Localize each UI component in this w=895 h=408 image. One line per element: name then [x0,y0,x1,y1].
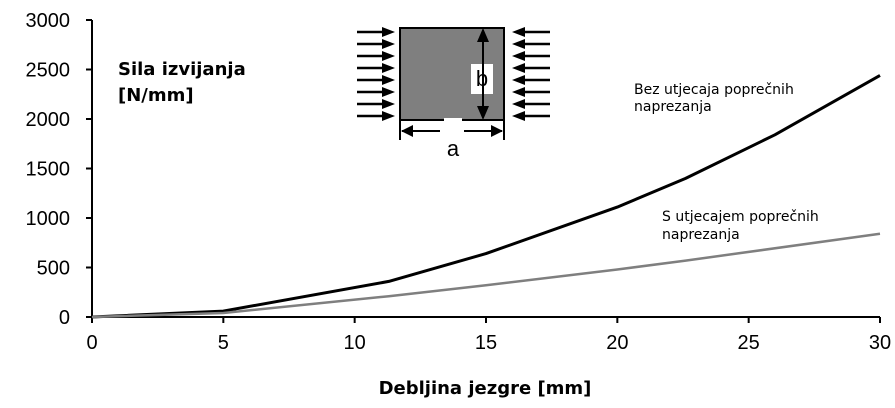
x-tick-label: 15 [475,332,497,354]
series-label-2-line-2: naprezanja [662,227,740,243]
load-arrowhead-left [382,99,395,109]
y-axis-label-line-1: Sila izvijanja [118,59,246,80]
series-line-2 [91,232,881,319]
y-tick-label: 1000 [26,208,71,230]
dim-a-label: a [447,136,460,161]
series-label-2-line-1: S utjecajem poprečnih [662,209,819,225]
y-tick-label: 500 [37,258,70,280]
tick-labels: 0 5 10 15 20 25 30 0 500 1000 1500 2000 2500 3000 [26,10,892,354]
dim-b-arrowhead-top [477,28,489,42]
load-arrowhead-left [382,75,395,85]
load-arrowhead-right [512,75,525,85]
series-label-1-line-2: naprezanja [634,99,712,115]
load-arrowhead-right [512,99,525,109]
compression-load-arrows [357,27,550,121]
x-tick-label: 20 [606,332,628,354]
y-tick-label: 0 [59,307,70,329]
series-lines [91,74,881,319]
series-label-1-line-1: Bez utjecaja poprečnih [634,82,794,98]
x-tick-label: 30 [869,332,891,354]
x-tick-label: 25 [738,332,760,354]
load-arrowhead-right [512,63,525,73]
load-arrowhead-left [382,51,395,61]
y-axis-label-line-2: [N/mm] [118,85,194,106]
load-arrowhead-left [382,27,395,37]
y-tick-label: 1500 [26,159,71,181]
x-tick-label: 5 [218,332,229,354]
dim-a-arrowhead-right [491,125,503,137]
dim-a-arrowhead-left [401,125,413,137]
x-axis-label: Debljina jezgre [mm] [379,378,592,399]
load-arrowhead-right [512,39,525,49]
panel-schematic: b a [357,27,550,161]
y-tick-label: 2000 [26,109,71,131]
y-tick-label: 2500 [26,60,71,82]
axes [86,19,881,323]
series-line-1 [91,74,881,319]
load-arrowhead-right [512,51,525,61]
load-arrowhead-right [512,87,525,97]
load-arrowhead-left [382,39,395,49]
load-arrowhead-left [382,87,395,97]
dim-a-label-bg [444,118,462,124]
load-arrowhead-right [512,27,525,37]
y-tick-label: 3000 [26,10,71,32]
x-tick-label: 0 [86,332,97,354]
load-arrowhead-left [382,111,395,121]
dim-b-label: b [476,66,488,91]
x-tick-label: 10 [344,332,366,354]
dim-b-arrowhead-bottom [477,106,489,120]
load-arrowhead-left [382,63,395,73]
load-arrowhead-right [512,111,525,121]
